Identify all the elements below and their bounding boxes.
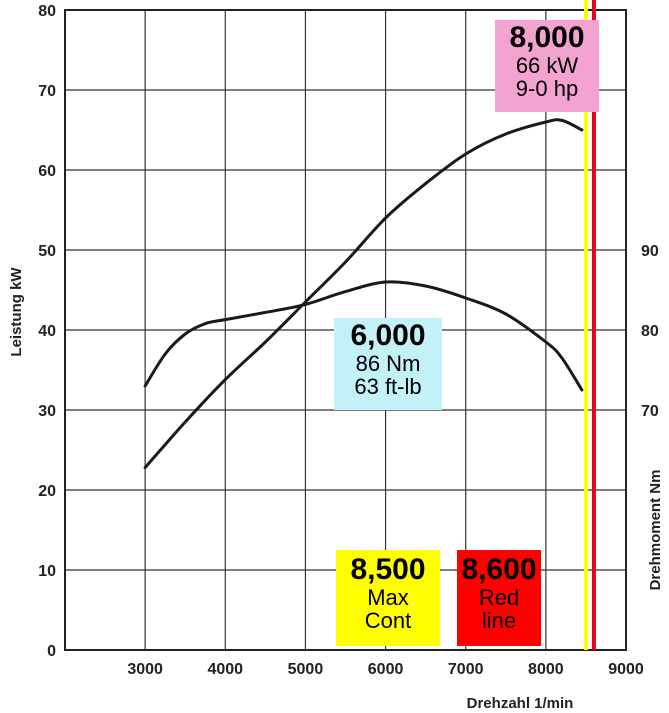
x-tick-label: 9000 (608, 661, 644, 678)
y-tick-label-left: 20 (38, 483, 56, 500)
y-tick-label-left: 70 (38, 83, 56, 100)
y-tick-label-left: 50 (38, 243, 56, 260)
y-tick-label-left: 40 (38, 323, 56, 340)
power-curve (143, 118, 584, 470)
redline-annotation: 8,600 Red line (457, 550, 541, 646)
torque-peak-ftlb: 63 ft-lb (354, 373, 422, 399)
y-axis-label-left: Leistung kW (8, 267, 25, 357)
x-tick-label: 8000 (528, 661, 564, 678)
y-tick-label-left: 0 (47, 643, 56, 660)
power-peak-hp: 9-0 hp (515, 75, 579, 101)
y-tick-label-left: 60 (38, 163, 56, 180)
x-axis-label: Drehzahl 1/min (467, 695, 574, 712)
y-tick-label-right: 70 (641, 403, 659, 420)
x-tick-label: 5000 (288, 661, 324, 678)
y-axis-label-right: Drehmoment Nm (647, 470, 664, 591)
plot-frame (64, 9, 627, 651)
y-tick-label-left: 80 (38, 3, 56, 20)
redline-rpm: 8,600 (461, 553, 537, 586)
y-tick-label-right: 80 (641, 323, 659, 340)
redline-label-2: line (481, 607, 517, 633)
torque-peak-annotation: 6,000 86 Nm 63 ft-lb (334, 318, 442, 410)
y-tick-label-right: 90 (641, 243, 659, 260)
max-cont-rpm: 8,500 (350, 553, 426, 586)
redline-label-1: Red (478, 584, 520, 610)
grid-lines (65, 9, 627, 651)
tick-labels: 3000 4000 5000 6000 7000 8000 9000 0 10 20 30 40 50 6… (38, 3, 659, 678)
x-tick-label: 6000 (368, 661, 404, 678)
x-tick-label: 3000 (127, 661, 163, 678)
max-cont-annotation: 8,500 Max Cont (336, 550, 440, 646)
x-tick-label: 4000 (207, 661, 243, 678)
power-peak-rpm: 8,000 (509, 21, 585, 54)
power-peak-annotation: 8,000 66 kW 9-0 hp (495, 20, 599, 112)
torque-curve (143, 280, 584, 392)
torque-peak-rpm: 6,000 (350, 319, 426, 352)
torque-peak-nm: 86 Nm (355, 350, 421, 376)
max-cont-label-1: Max (367, 584, 409, 610)
x-tick-label: 7000 (448, 661, 484, 678)
y-tick-label-left: 30 (38, 403, 56, 420)
y-tick-label-left: 10 (38, 563, 56, 580)
power-peak-kw: 66 kW (515, 52, 579, 78)
max-cont-label-2: Cont (364, 607, 412, 633)
series-group (143, 118, 584, 470)
